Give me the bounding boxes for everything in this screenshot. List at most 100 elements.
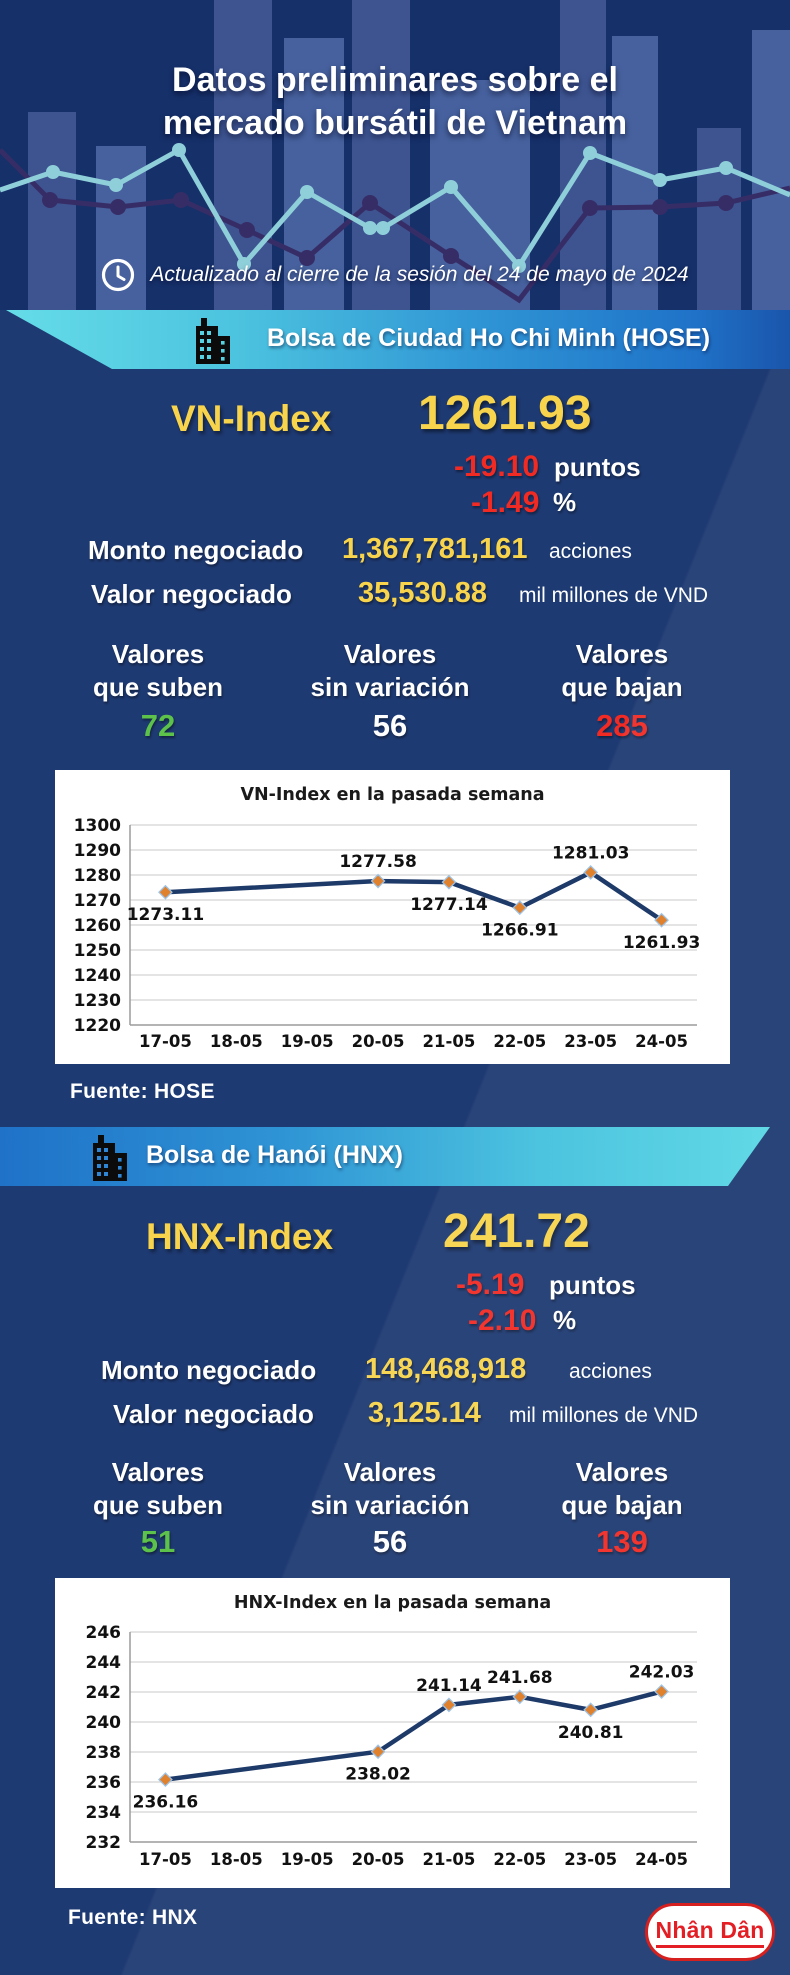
clock-icon	[102, 258, 135, 292]
hnx-volume-unit: acciones	[569, 1360, 652, 1383]
vn-turnover-value: 35,530.88	[358, 577, 488, 609]
hnx-index-chart-card: HNX-Index en la pasada semana 246 244 242 2…	[55, 1578, 730, 1888]
svg-text:1261.93: 1261.93	[623, 933, 700, 953]
svg-text:23-05: 23-05	[564, 1032, 617, 1051]
hnx-turnover-label: Valor negociado	[113, 1399, 314, 1429]
vn-change-points: -19.10	[454, 450, 540, 483]
svg-text:1290: 1290	[74, 841, 121, 861]
svg-text:21-05: 21-05	[423, 1850, 476, 1869]
svg-text:238.02: 238.02	[345, 1765, 411, 1785]
svg-text:1266.91: 1266.91	[481, 921, 558, 941]
svg-text:236: 236	[86, 1773, 122, 1793]
vn-index-chart: 1300 1290 1280 1270 1260 1250 1240 1230 1220 17-0…	[74, 816, 701, 1051]
title-line-2: mercado bursátil de Vietnam	[162, 103, 628, 142]
hnx-advancers: Valores que suben	[38, 1456, 278, 1522]
hnx-volume-value: 148,468,918	[365, 1353, 527, 1385]
vn-unchanged-label-1: Valores	[343, 639, 437, 669]
hnx-unchanged: Valores sin variación	[270, 1456, 510, 1522]
svg-text:240.81: 240.81	[558, 1723, 624, 1743]
svg-text:18-05: 18-05	[210, 1850, 263, 1869]
vn-turnover-label: Valor negociado	[91, 579, 292, 609]
svg-text:244: 244	[86, 1653, 122, 1673]
svg-text:22-05: 22-05	[493, 1032, 546, 1051]
vn-turnover-unit: mil millones de VND	[519, 584, 709, 607]
hnx-advancers-label-1: Valores	[111, 1457, 205, 1487]
vn-decliners-label-2: que bajan	[561, 672, 683, 702]
vn-index-value: 1261.93	[418, 387, 592, 440]
svg-text:236.16: 236.16	[133, 1793, 199, 1813]
svg-text:1240: 1240	[74, 966, 121, 986]
vn-advancers-label-1: Valores	[111, 639, 205, 669]
svg-text:1220: 1220	[74, 1016, 121, 1036]
vn-decliners: Valores que bajan	[502, 638, 742, 704]
vn-decliners-label-1: Valores	[575, 639, 669, 669]
hnx-index-chart: 246 244 242 240 238 236 234 232 17-05 18-05 19-05 2…	[86, 1623, 697, 1869]
vn-volume-value: 1,367,781,161	[342, 533, 528, 565]
svg-text:234: 234	[86, 1803, 122, 1823]
svg-text:1281.03: 1281.03	[552, 843, 629, 863]
hose-banner-title: Bolsa de Ciudad Ho Chi Minh (HOSE)	[267, 324, 711, 352]
hose-banner: Bolsa de Ciudad Ho Chi Minh (HOSE)	[6, 310, 790, 369]
vn-advancers-label-2: que suben	[92, 672, 223, 702]
hnx-unchanged-label-1: Valores	[343, 1457, 437, 1487]
building-icon	[196, 318, 230, 364]
header: Datos preliminares sobre el mercado burs…	[0, 0, 790, 310]
vn-advancers-value: 72	[140, 708, 176, 743]
hnx-banner: Bolsa de Hanói (HNX)	[0, 1127, 770, 1186]
svg-text:1250: 1250	[74, 941, 121, 961]
hnx-change-pct-unit: %	[553, 1305, 577, 1335]
hnx-index-value: 241.72	[443, 1205, 590, 1258]
updated-row: Actualizado al cierre de la sesión del 2…	[0, 258, 790, 292]
svg-text:241.14: 241.14	[416, 1676, 482, 1696]
svg-text:18-05: 18-05	[210, 1032, 263, 1051]
svg-text:24-05: 24-05	[635, 1850, 688, 1869]
svg-text:19-05: 19-05	[281, 1032, 334, 1051]
vn-unchanged-value: 56	[372, 708, 408, 743]
svg-text:20-05: 20-05	[352, 1032, 405, 1051]
svg-text:1277.58: 1277.58	[339, 852, 416, 872]
hnx-change-points-unit: puntos	[549, 1270, 636, 1300]
hnx-source: Fuente: HNX	[68, 1906, 198, 1929]
vn-index-label: VN-Index	[171, 398, 332, 439]
svg-text:24-05: 24-05	[635, 1032, 688, 1051]
vn-unchanged-label-2: sin variación	[310, 672, 470, 702]
svg-text:240: 240	[86, 1713, 122, 1733]
nhan-dan-logo: Nhân Dân	[645, 1903, 775, 1961]
svg-text:232: 232	[86, 1833, 122, 1853]
vn-change-points-unit: puntos	[554, 452, 641, 482]
svg-text:21-05: 21-05	[423, 1032, 476, 1051]
svg-text:1270: 1270	[74, 891, 121, 911]
svg-text:238: 238	[86, 1743, 122, 1763]
hnx-change-points: -5.19	[456, 1268, 525, 1301]
svg-text:23-05: 23-05	[564, 1850, 617, 1869]
svg-text:1273.11: 1273.11	[127, 905, 204, 925]
svg-text:1280: 1280	[74, 866, 121, 886]
hnx-decliners-label-2: que bajan	[561, 1490, 683, 1520]
header-chart-decoration	[0, 0, 790, 310]
svg-text:241.68: 241.68	[487, 1668, 553, 1688]
svg-text:1300: 1300	[74, 816, 121, 836]
svg-text:1260: 1260	[74, 916, 121, 936]
hnx-advancers-label-2: que suben	[92, 1490, 223, 1520]
nhan-dan-logo-text: Nhân Dân	[655, 1917, 765, 1948]
page-title: Datos preliminares sobre el mercado burs…	[0, 59, 790, 145]
hnx-banner-title: Bolsa de Hanói (HNX)	[146, 1141, 403, 1169]
vn-change-pct-unit: %	[553, 487, 577, 517]
hnx-change-pct: -2.10	[468, 1304, 537, 1337]
svg-text:1230: 1230	[74, 991, 121, 1011]
svg-text:17-05: 17-05	[139, 1032, 192, 1051]
vn-decliners-value: 285	[596, 708, 648, 743]
hnx-volume-label: Monto negociado	[101, 1355, 317, 1385]
vn-volume-label: Monto negociado	[88, 535, 304, 565]
vn-index-chart-card: VN-Index en la pasada semana 1300 1290 128…	[55, 770, 730, 1064]
title-line-1: Datos preliminares sobre el	[172, 60, 618, 99]
svg-text:20-05: 20-05	[352, 1850, 405, 1869]
svg-text:19-05: 19-05	[281, 1850, 334, 1869]
svg-text:17-05: 17-05	[139, 1850, 192, 1869]
hnx-advancers-value: 51	[140, 1524, 176, 1559]
vn-unchanged: Valores sin variación	[270, 638, 510, 704]
building-icon	[93, 1135, 127, 1181]
svg-text:246: 246	[86, 1623, 122, 1643]
updated-text: Actualizado al cierre de la sesión del 2…	[150, 263, 689, 286]
